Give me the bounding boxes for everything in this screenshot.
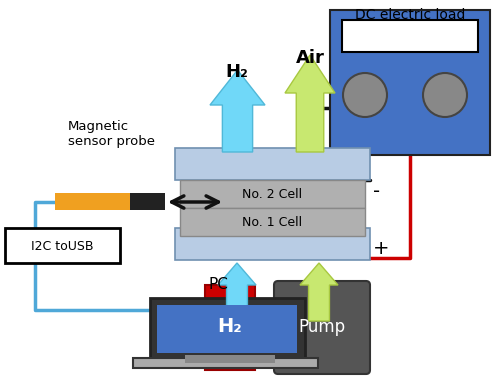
Circle shape [343, 73, 387, 117]
Text: Air: Air [296, 49, 324, 67]
Bar [175, 148, 370, 180]
Text: H₂: H₂ [226, 63, 248, 81]
Text: I2C toUSB: I2C toUSB [31, 240, 93, 253]
Bar [55, 193, 165, 210]
Polygon shape [285, 55, 335, 152]
Polygon shape [210, 70, 265, 152]
Circle shape [423, 73, 467, 117]
Text: H₂: H₂ [218, 317, 242, 336]
Text: Magnetic
sensor probe: Magnetic sensor probe [68, 120, 155, 148]
Bar [180, 180, 365, 208]
Text: -: - [373, 182, 380, 202]
Bar [185, 355, 275, 363]
Bar [175, 228, 370, 260]
Bar [180, 208, 365, 236]
Bar [205, 285, 255, 370]
Text: Pump: Pump [298, 318, 346, 336]
Bar [130, 193, 165, 210]
Text: +: + [373, 239, 390, 258]
Text: No. 2 Cell: No. 2 Cell [242, 187, 302, 200]
Bar [5, 228, 120, 263]
FancyBboxPatch shape [274, 281, 370, 374]
Bar [342, 20, 478, 52]
Bar [157, 305, 297, 353]
Polygon shape [218, 263, 256, 321]
Bar [150, 298, 305, 358]
Text: DC electric load: DC electric load [355, 8, 465, 22]
Text: PC: PC [208, 277, 228, 292]
Polygon shape [300, 263, 338, 321]
Bar [330, 10, 490, 155]
Bar [133, 358, 318, 368]
Text: No. 1 Cell: No. 1 Cell [242, 216, 302, 229]
